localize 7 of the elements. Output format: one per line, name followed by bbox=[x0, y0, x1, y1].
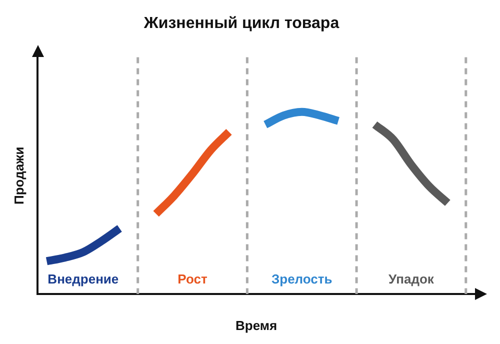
chart-title: Жизненный цикл товара bbox=[142, 15, 340, 32]
x-axis-title: Время bbox=[236, 318, 278, 333]
y-axis-title: Продажи bbox=[11, 146, 26, 204]
series-label: Внедрение bbox=[48, 272, 119, 287]
text: Упадок bbox=[388, 272, 434, 287]
text: Рост bbox=[178, 272, 208, 287]
text: Зрелость bbox=[271, 272, 332, 287]
